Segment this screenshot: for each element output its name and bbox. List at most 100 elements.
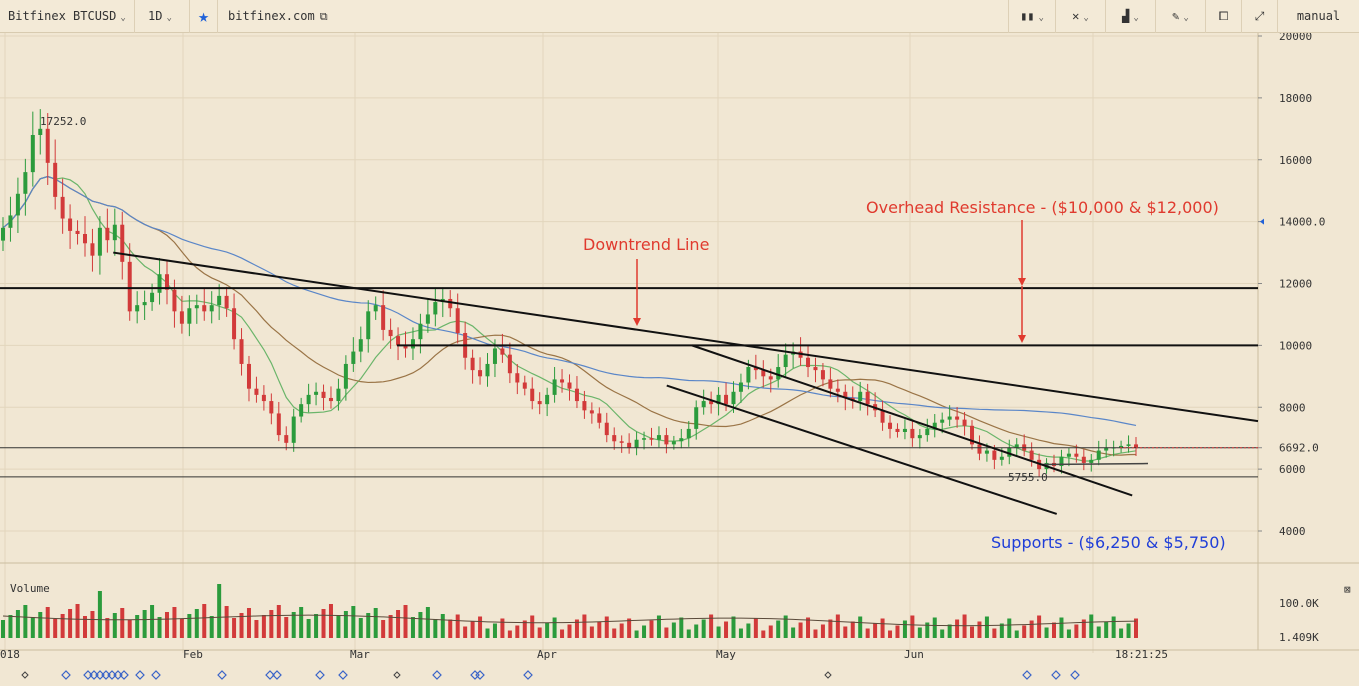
chart-area[interactable]: Volume ⊠ 17252.0 5755.0 Downtrend Line Overh… [0, 33, 1359, 686]
candle [112, 224, 117, 241]
volume-bar [1074, 624, 1079, 638]
source-link[interactable]: bitfinex.com ⧉ [218, 0, 346, 33]
volume-bar [321, 609, 326, 638]
candle [776, 367, 781, 380]
price-tick-label: 18000 [1279, 92, 1312, 105]
indicators-button[interactable]: ✕ ⌄ [1056, 0, 1106, 33]
volume-bar [642, 625, 647, 638]
volume-bar [261, 615, 266, 638]
interval-selector[interactable]: 1D ⌄ [135, 0, 190, 33]
candle [291, 416, 296, 443]
expand-icon: ⤢ [1254, 9, 1265, 23]
event-marker-icon [135, 670, 145, 680]
candle [366, 311, 371, 340]
volume-bar [686, 629, 691, 638]
candle [999, 456, 1004, 460]
volume-bar [142, 610, 147, 638]
volume-bar [314, 614, 319, 638]
candle [582, 401, 587, 411]
downtrend-arrow-head [633, 318, 641, 326]
volume-bar [1119, 628, 1124, 638]
volume-bar [1, 620, 5, 638]
star-icon[interactable]: ★ [190, 0, 218, 33]
symbol-label: Bitfinex BTCUSD [8, 9, 117, 23]
chart-toolbar: Bitfinex BTCUSD ⌄ 1D ⌄ ★ bitfinex.com ⧉ ▮▮ ⌄… [0, 0, 1359, 33]
volume-bar [328, 604, 333, 638]
candle [970, 425, 975, 445]
volume-bar [45, 607, 50, 638]
volume-bar [433, 619, 438, 638]
volume-bar [500, 618, 505, 638]
candle [120, 224, 125, 262]
candle [150, 292, 155, 303]
volume-bar [619, 623, 624, 638]
volume-bar [873, 623, 878, 638]
candle [373, 305, 378, 312]
volume-bar [373, 608, 378, 638]
volume-bar [746, 623, 751, 638]
price-axis[interactable]: 20000 18000 16000 14000.0 12000 10000 8000 6692… [1258, 33, 1325, 644]
volume-bar [910, 615, 915, 638]
interval-label: 1D [148, 9, 163, 23]
candle [455, 308, 460, 333]
candle [410, 339, 415, 349]
event-marker-icon [432, 670, 442, 680]
price-tick-label: 12000 [1279, 278, 1312, 291]
candle [187, 308, 192, 324]
event-marker-icon [1070, 670, 1080, 680]
candle [567, 382, 572, 389]
manual-mode-button[interactable]: manual [1278, 0, 1359, 33]
volume-bar [1029, 620, 1034, 638]
compare-button[interactable]: ▟ ⌄ [1106, 0, 1156, 33]
volume-bar [306, 619, 311, 638]
snapshot-button[interactable]: ⧠ [1206, 0, 1242, 33]
volume-bar [60, 614, 65, 638]
chart-type-icon: ▟ [1122, 9, 1130, 23]
volume-bar [455, 614, 460, 638]
volume-bar [448, 619, 453, 638]
candle [560, 379, 565, 383]
high-price-label: 17252.0 [40, 115, 86, 128]
candle [321, 391, 326, 398]
event-marker-icon [217, 670, 227, 680]
volume-bar [254, 620, 259, 638]
bar-style-button[interactable]: ▮▮ ⌄ [1008, 0, 1056, 33]
candle [664, 435, 669, 445]
candle [947, 416, 952, 420]
time-tick-label: May [716, 648, 736, 661]
candle [284, 435, 289, 443]
time-axis[interactable]: 018 Feb Mar Apr May Jun 18:21:25 [0, 648, 1168, 680]
candle [478, 370, 483, 377]
candle [254, 388, 259, 395]
draw-button[interactable]: ✎ ⌄ [1156, 0, 1206, 33]
volume-bar [336, 616, 341, 638]
candle [388, 329, 393, 337]
price-tick-label: 6000 [1279, 463, 1306, 476]
volume-bar [396, 610, 401, 638]
volume-bar [75, 604, 80, 638]
candle [358, 339, 363, 352]
candle [97, 227, 102, 256]
volume-bar [582, 614, 587, 638]
candle [552, 379, 557, 395]
event-marker-icon [1022, 670, 1032, 680]
candle [694, 407, 699, 429]
volume-bar [1022, 625, 1027, 638]
candle [992, 450, 997, 460]
event-marker-icon [113, 670, 123, 680]
candle [179, 311, 184, 324]
volume-bar [970, 626, 975, 638]
volume-bar [925, 622, 930, 638]
volume-bar [768, 625, 773, 638]
candle [1089, 459, 1094, 463]
volume-bar [522, 620, 527, 638]
candle [843, 391, 848, 398]
volume-bar [1089, 614, 1094, 638]
volume-bar [515, 625, 520, 638]
symbol-selector[interactable]: Bitfinex BTCUSD ⌄ [0, 0, 135, 33]
candle [940, 419, 945, 423]
support-line [1039, 462, 1149, 466]
volume-bar [776, 620, 781, 638]
fullscreen-button[interactable]: ⤢ [1242, 0, 1278, 33]
candle [865, 391, 870, 405]
